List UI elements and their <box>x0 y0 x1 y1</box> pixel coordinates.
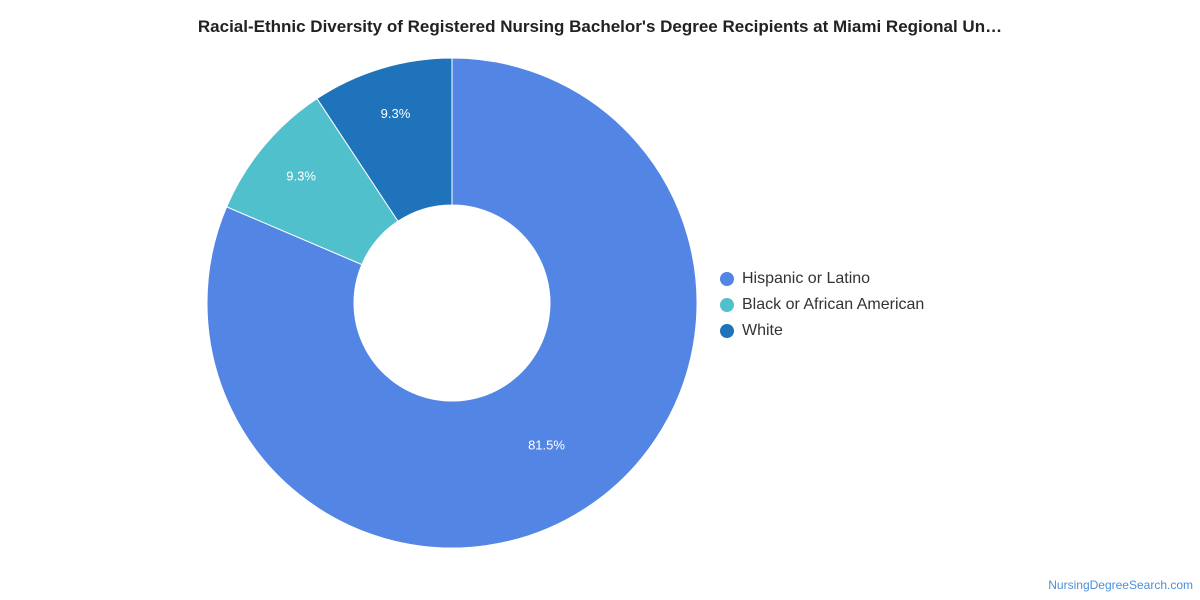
slice-white[interactable] <box>316 57 453 222</box>
slice-label-white: 9.3% <box>381 106 411 121</box>
legend-item-hispanic-or-latino[interactable]: Hispanic or Latino <box>720 266 924 292</box>
chart-title: Racial-Ethnic Diversity of Registered Nu… <box>197 17 1003 36</box>
chart-legend: Hispanic or Latino Black or African Ameri… <box>720 266 924 344</box>
legend-swatch <box>720 272 734 286</box>
slice-hispanic-or-latino[interactable] <box>206 57 698 549</box>
donut-slices <box>206 57 698 549</box>
legend-item-white[interactable]: White <box>720 318 924 344</box>
site-credit-link[interactable]: NursingDegreeSearch.com <box>1048 578 1193 592</box>
legend-swatch <box>720 324 734 338</box>
donut-slice-labels: 81.5% 9.3% 9.3% <box>286 106 565 452</box>
slice-label-hispanic-or-latino: 81.5% <box>528 438 565 453</box>
legend-label: White <box>742 322 783 339</box>
legend-item-black-or-african-american[interactable]: Black or African American <box>720 292 924 318</box>
slice-label-black-or-african-american: 9.3% <box>286 169 316 184</box>
legend-label: Black or African American <box>742 296 925 313</box>
legend-label: Hispanic or Latino <box>742 270 871 287</box>
legend-swatch <box>720 298 734 312</box>
